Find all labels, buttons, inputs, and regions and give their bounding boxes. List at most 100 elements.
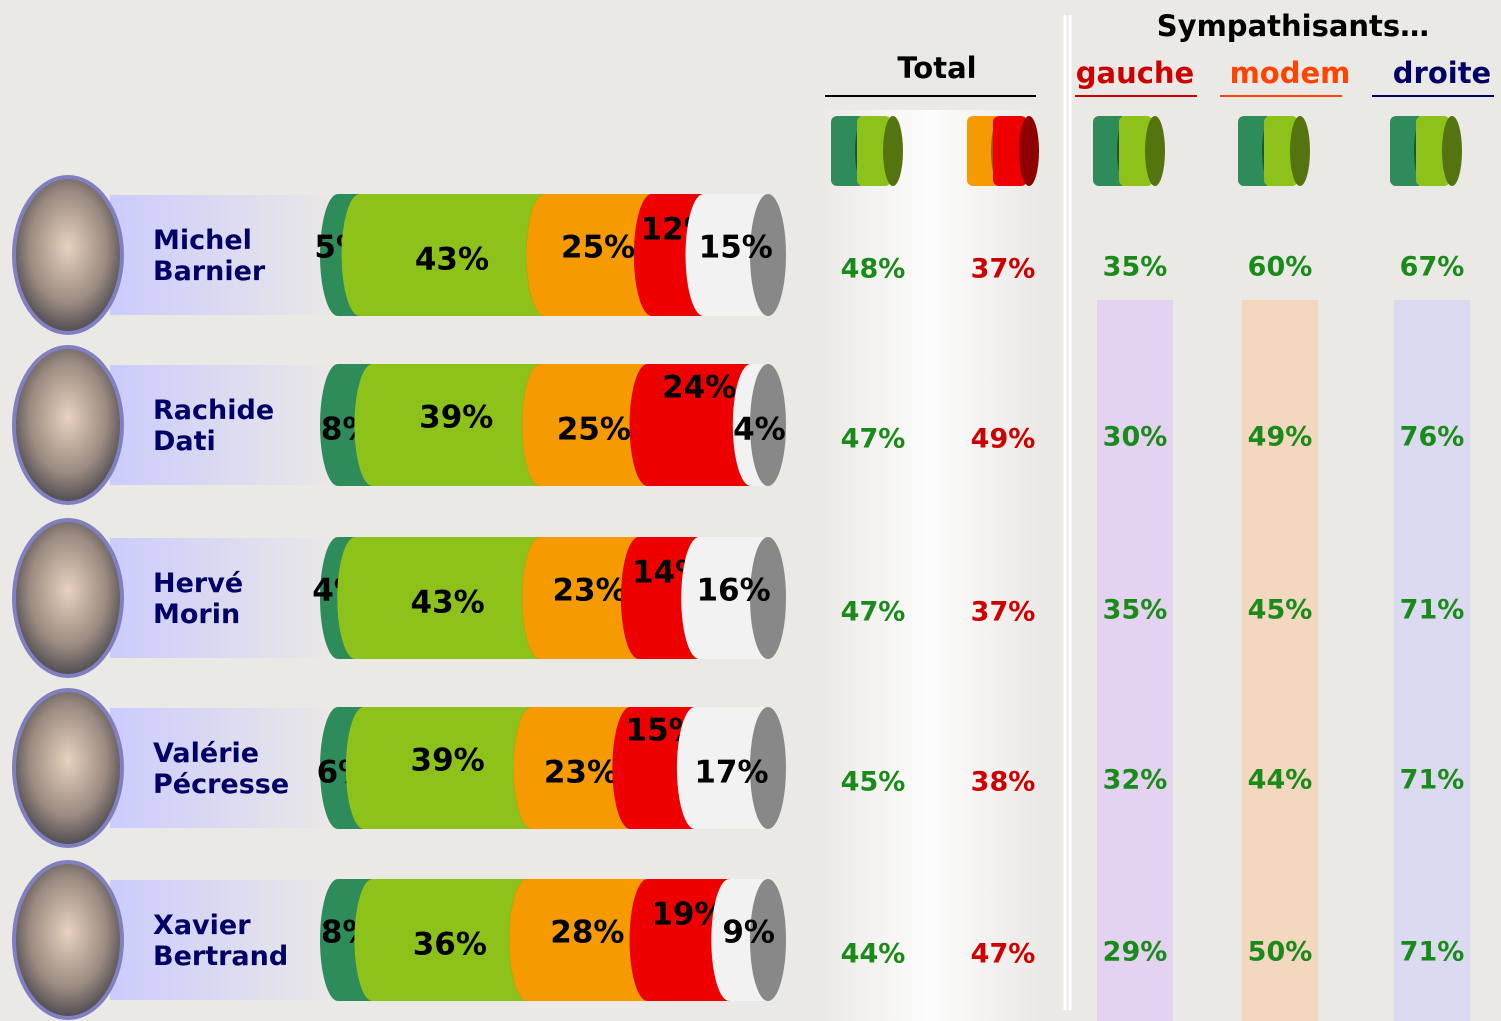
cylinder-cap — [750, 194, 786, 316]
name-line: Michel — [153, 225, 252, 256]
group-header: modem — [1230, 56, 1351, 90]
sympathisant-cell: 35% — [1103, 595, 1168, 626]
name-line: Rachide — [153, 395, 274, 426]
sympathisant-cell: 71% — [1400, 765, 1465, 796]
header-icon — [1019, 116, 1039, 186]
sympathisant-cell: 45% — [1248, 595, 1313, 626]
portrait — [12, 688, 124, 848]
segment-label: 25% — [561, 230, 635, 266]
candidate-name: Rachide Dati — [153, 395, 274, 457]
sympathisant-cell: 50% — [1248, 937, 1313, 968]
total-cell: 38% — [971, 767, 1036, 798]
segment-label: 15% — [699, 230, 773, 266]
segment-label: 4% — [733, 412, 786, 448]
sympathisant-cell: 71% — [1400, 595, 1465, 626]
cylinder-segment — [612, 707, 695, 829]
total-cell: 49% — [971, 424, 1036, 455]
group-header: droite — [1393, 56, 1491, 90]
segment-label: 9% — [722, 915, 775, 951]
name-line: Hervé — [153, 568, 243, 599]
sympathisant-cell: 67% — [1400, 252, 1465, 283]
group-header: gauche — [1076, 56, 1194, 90]
cylinder-cap — [750, 707, 786, 829]
name-line: Pécresse — [153, 769, 289, 800]
name-glow — [110, 708, 340, 828]
sympathisant-cell: 35% — [1103, 252, 1168, 283]
segment-label: 39% — [419, 400, 493, 436]
portrait — [12, 175, 124, 335]
total-cell: 37% — [971, 254, 1036, 285]
portrait — [12, 860, 124, 1020]
segment-label: 36% — [413, 927, 487, 963]
sympathisant-cell: 76% — [1400, 422, 1465, 453]
header-icon — [1145, 116, 1165, 186]
cylinder-segment — [681, 537, 768, 659]
header-icon — [857, 116, 891, 186]
segment-label: 25% — [557, 412, 631, 448]
header-icon — [1264, 116, 1298, 186]
cylinder-segment — [526, 194, 652, 316]
column-band — [1097, 300, 1173, 1021]
segment-label: 16% — [696, 573, 770, 609]
column-band — [1394, 300, 1470, 1021]
name-glow — [110, 880, 340, 1000]
name-glow — [110, 538, 340, 658]
sympathisant-cell: 30% — [1103, 422, 1168, 453]
total-cell: 47% — [841, 424, 906, 455]
candidate-name: Xavier Bertrand — [153, 910, 288, 972]
total-cell: 44% — [841, 939, 906, 970]
header-icon — [993, 116, 1027, 186]
segment-label: 43% — [415, 242, 489, 278]
cylinder-segment — [629, 879, 730, 1001]
candidate-name: Michel Barnier — [153, 225, 266, 287]
segment-label: 39% — [411, 743, 485, 779]
segment-label: 23% — [552, 573, 626, 609]
name-line: Bertrand — [153, 941, 288, 972]
sympathisant-cell: 49% — [1248, 422, 1313, 453]
cylinder-segment — [685, 194, 768, 316]
portrait — [12, 518, 124, 678]
cylinder-segment — [633, 194, 704, 316]
name-line: Xavier — [153, 910, 251, 941]
cylinder-segment — [621, 537, 700, 659]
segment-label: 17% — [694, 755, 768, 791]
portrait — [12, 345, 124, 505]
cylinder-segment — [345, 707, 532, 829]
candidate-name: Hervé Morin — [153, 568, 243, 630]
cylinder-segment — [676, 707, 768, 829]
header-icon — [1416, 116, 1450, 186]
name-line: Barnier — [153, 256, 266, 287]
cylinder-cap — [750, 879, 786, 1001]
cylinder-segment — [354, 879, 528, 1001]
cylinder-segment — [629, 364, 751, 486]
name-glow — [110, 365, 340, 485]
cylinder-segment — [337, 537, 541, 659]
cylinder-segment — [341, 194, 545, 316]
cylinder-cap — [750, 364, 786, 486]
header-icon — [883, 116, 903, 186]
cylinder-segment — [513, 707, 631, 829]
sympathisant-cell: 71% — [1400, 937, 1465, 968]
name-glow — [110, 195, 340, 315]
cylinder-segment — [354, 364, 541, 486]
header-icon — [1442, 116, 1462, 186]
column-highlight — [820, 110, 1040, 1021]
name-line: Valérie — [153, 738, 259, 769]
sympathisant-cell: 60% — [1248, 252, 1313, 283]
cylinder-segment — [509, 879, 648, 1001]
segment-label: 43% — [411, 585, 485, 621]
cylinder-segment — [522, 537, 639, 659]
sympathisant-cell: 32% — [1103, 765, 1168, 796]
candidate-name: Valérie Pécresse — [153, 738, 289, 800]
sympathisants-header: Sympathisants… — [1157, 9, 1429, 43]
column-band — [1242, 300, 1318, 1021]
header-icon — [1119, 116, 1153, 186]
total-cell: 47% — [971, 939, 1036, 970]
name-line: Morin — [153, 599, 240, 630]
name-line: Dati — [153, 426, 216, 457]
header-icon — [1290, 116, 1310, 186]
segment-label: 23% — [544, 755, 618, 791]
sympathisant-cell: 29% — [1103, 937, 1168, 968]
sympathisant-cell: 44% — [1248, 765, 1313, 796]
